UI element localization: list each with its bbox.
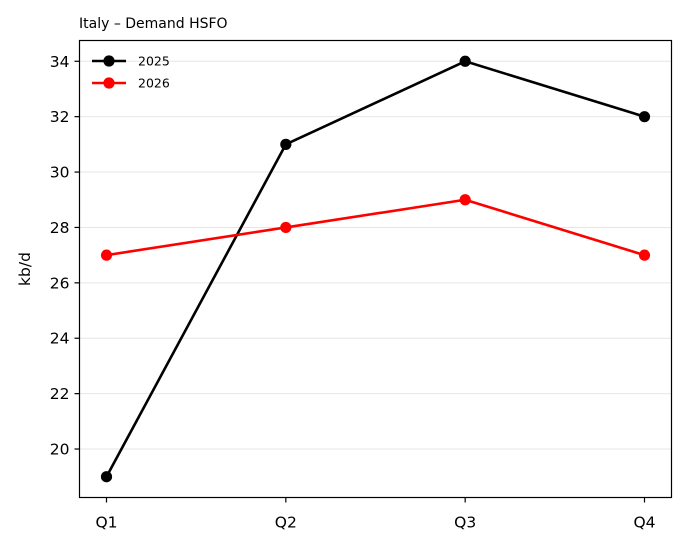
x-tick-label: Q4 [633, 514, 655, 532]
data-point-2025-Q1 [100, 471, 113, 483]
data-point-2026-Q2 [280, 221, 292, 234]
chart-title: Italy – Demand HSFO [79, 16, 228, 32]
y-tick-label: 22 [50, 385, 70, 403]
y-tick-label: 30 [50, 164, 70, 182]
data-point-2026-Q1 [100, 249, 113, 261]
legend: 2025 2026 [92, 54, 170, 91]
x-tick-label: Q1 [95, 514, 117, 532]
legend-label: 2025 [138, 54, 170, 69]
data-point-2025-Q2 [280, 138, 292, 150]
series-line-2026 [106, 198, 645, 257]
grid-lines [79, 60, 672, 450]
y-tick-label: 32 [50, 108, 70, 126]
series-line-2025 [105, 59, 645, 478]
legend-marker [103, 55, 115, 67]
plot-frame [78, 39, 673, 499]
y-tick-label: 26 [50, 274, 70, 292]
data-point-2025-Q3 [459, 55, 471, 67]
y-tick-label: 20 [50, 441, 70, 459]
y-axis-label: kb/d [16, 252, 34, 286]
y-tick-label: 34 [50, 53, 70, 71]
y-axis-ticks: 20 22 24 26 28 30 32 34 [50, 53, 80, 459]
y-tick-label: 24 [50, 330, 70, 348]
data-point-2026-Q4 [638, 249, 651, 261]
x-tick-label: Q2 [275, 514, 297, 532]
series-lines [100, 55, 651, 483]
legend-label: 2026 [138, 76, 170, 91]
x-tick-label: Q3 [454, 514, 476, 532]
data-point-2026-Q3 [459, 194, 471, 206]
legend-item-2026: 2026 [92, 76, 170, 91]
data-point-2025-Q4 [638, 111, 651, 123]
legend-item-2025: 2025 [92, 54, 170, 69]
legend-marker [103, 77, 115, 89]
y-tick-label: 28 [50, 219, 70, 237]
x-axis-ticks: Q1 Q2 Q3 Q4 [95, 497, 656, 532]
